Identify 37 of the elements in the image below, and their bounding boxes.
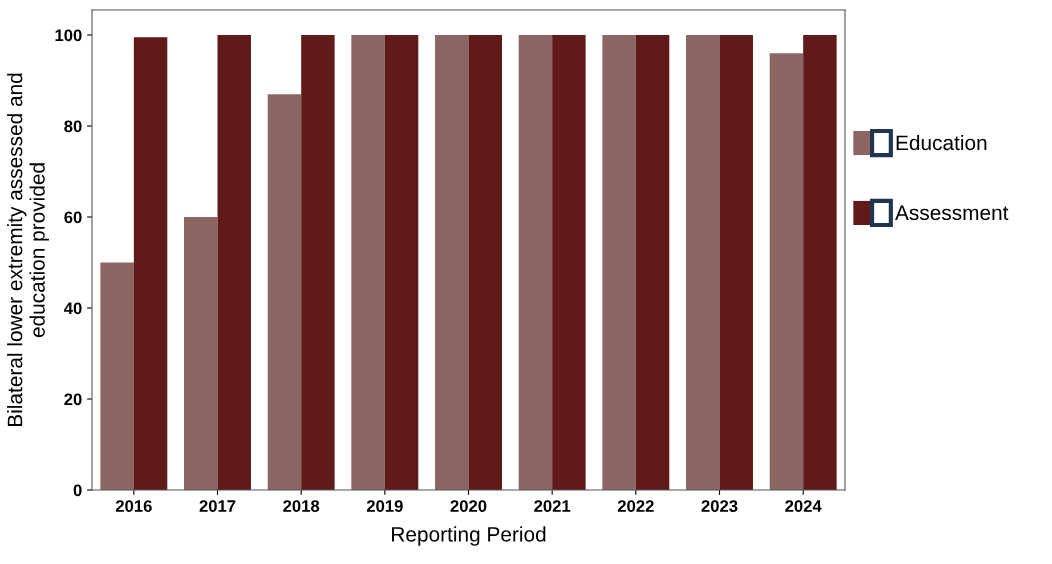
bar xyxy=(351,35,385,490)
bar xyxy=(100,262,134,490)
y-tick-label: 100 xyxy=(55,29,82,42)
bar xyxy=(635,35,670,490)
y-tick-label: 80 xyxy=(64,120,82,133)
x-tick-label: 2018 xyxy=(283,500,320,512)
y-tick-label: 0 xyxy=(73,484,82,497)
bar xyxy=(518,35,553,490)
y-tick-label: 40 xyxy=(63,302,82,315)
bar xyxy=(301,35,335,490)
bar xyxy=(719,35,753,490)
x-tick-label: 2023 xyxy=(701,500,738,512)
x-tick-label: 2022 xyxy=(617,500,654,512)
bar xyxy=(686,35,720,490)
bar xyxy=(602,35,636,490)
legend-label: Assessment xyxy=(895,205,1009,221)
bar xyxy=(552,35,586,490)
x-tick-label: 2024 xyxy=(785,500,822,512)
x-tick-label: 2017 xyxy=(199,500,236,512)
bar xyxy=(267,94,302,490)
legend-label: Education xyxy=(896,134,987,151)
bar xyxy=(803,35,837,490)
bar xyxy=(384,35,419,490)
bar xyxy=(769,53,804,490)
x-tick-label: 2019 xyxy=(366,500,403,512)
x-axis-title: Reporting Period xyxy=(392,526,546,546)
bar xyxy=(133,37,168,490)
y-tick-label: 20 xyxy=(64,393,82,406)
bar xyxy=(435,35,469,490)
bar xyxy=(468,35,502,490)
bar xyxy=(184,217,218,490)
x-tick-label: 2020 xyxy=(450,500,487,512)
x-tick-label: 2021 xyxy=(534,500,571,512)
bar xyxy=(217,35,251,490)
y-axis-title: Bilateral lower extremity assessed and education provided xyxy=(7,73,49,427)
y-tick-label: 60 xyxy=(64,211,82,224)
x-tick-label: 2016 xyxy=(115,500,152,512)
